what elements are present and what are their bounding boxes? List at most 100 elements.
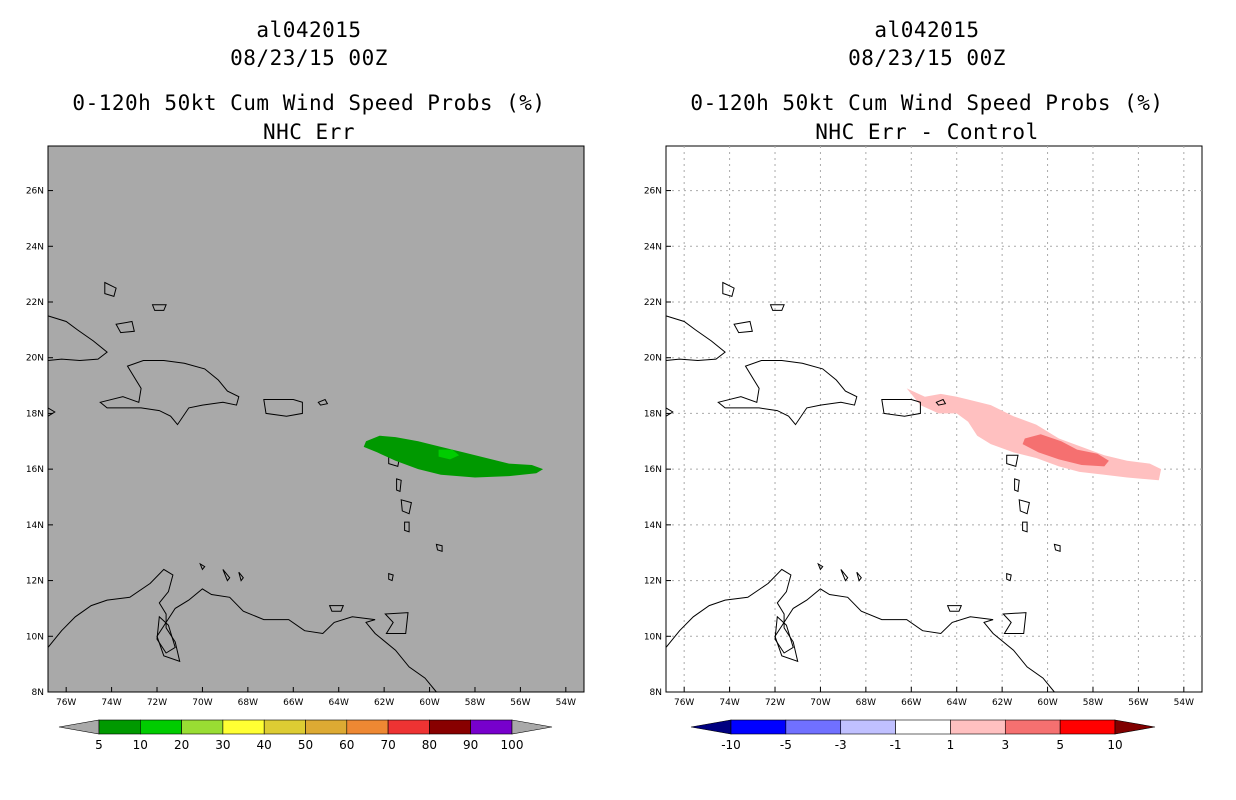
colorbar-swatch — [470, 719, 513, 735]
colorbar-swatch — [840, 719, 896, 735]
colorbar-label: 10 — [133, 738, 148, 752]
lat-label: 24N — [644, 242, 662, 252]
colorbar-label: 70 — [380, 738, 395, 752]
coastline-st-lucia — [1022, 521, 1028, 533]
coastline-margarita — [946, 605, 963, 612]
colorbar-label: 1 — [947, 738, 955, 752]
colorbar-low-end — [58, 719, 100, 735]
colorbar-swatch — [181, 719, 224, 735]
lat-label: 24N — [26, 242, 44, 252]
map-nhc-err-control: 8N 10N 12N 14N 16N 18N 20N 22N 24N 26N 76W 74W 72W 70… — [644, 145, 1203, 708]
coastlines — [665, 281, 1061, 693]
forecast-datetime: 08/23/15 00Z — [230, 46, 388, 70]
lon-label: 72W — [147, 698, 167, 708]
lon-label: 72W — [765, 698, 785, 708]
lat-label: 20N — [26, 354, 44, 364]
lat-label: 22N — [644, 298, 662, 308]
coastline-jamaica-edge — [665, 407, 674, 417]
colorbar-label: 90 — [463, 738, 478, 752]
colorbar-probs: 5 10 20 30 40 50 60 70 80 90 100 — [58, 719, 553, 752]
lon-label: 56W — [510, 698, 530, 708]
colorbar-swatch — [387, 719, 430, 735]
lat-label: 14N — [644, 521, 662, 531]
coastline-virgin-islands — [317, 398, 329, 406]
coastline-barbados — [1053, 543, 1061, 552]
colorbar-label: 30 — [215, 738, 230, 752]
axis-ticks: 8N 10N 12N 14N 16N 18N 20N 22N 24N 26N 76W 74W 72W 70… — [644, 187, 1194, 708]
lon-label: 70W — [810, 698, 830, 708]
lon-label: 76W — [674, 698, 694, 708]
coastline-barbados — [435, 543, 443, 552]
panel-subtitle: NHC Err - Control — [815, 120, 1039, 144]
difference-fill — [906, 388, 1162, 481]
map-nhc-err: 8N 10N 12N 14N 16N 18N 20N 22N 24N 26N 76W 74W 72W 70… — [26, 145, 585, 708]
colorbar-swatch — [785, 719, 842, 735]
colorbar-label: -3 — [835, 738, 847, 752]
panel-subtitle: NHC Err — [262, 120, 355, 144]
lat-label: 18N — [644, 409, 662, 419]
lat-label: 26N — [644, 187, 662, 197]
lon-label: 60W — [1037, 698, 1057, 708]
lat-label: 16N — [644, 465, 662, 475]
lon-label: 54W — [1174, 698, 1194, 708]
colorbar-label: 50 — [298, 738, 313, 752]
colorbar-label: 80 — [422, 738, 437, 752]
lon-label: 76W — [56, 698, 76, 708]
coastline-bahamas-inagua — [733, 320, 753, 334]
colorbar-swatch — [263, 719, 306, 735]
fill-contour-d3 — [1022, 434, 1109, 467]
colorbar-swatch — [98, 719, 141, 735]
lat-label: 20N — [644, 354, 662, 364]
map-background — [665, 145, 1203, 693]
lat-label: 16N — [26, 465, 44, 475]
lon-label: 74W — [719, 698, 739, 708]
coastline-curacao — [840, 569, 849, 582]
lon-label: 74W — [101, 698, 121, 708]
colorbar-label: 40 — [257, 738, 272, 752]
coastline-bonaire — [238, 571, 244, 582]
colorbar-swatch — [305, 719, 348, 735]
colorbar-label: 10 — [1107, 738, 1122, 752]
lat-label: 8N — [650, 688, 662, 698]
lat-label: 8N — [32, 688, 44, 698]
fill-contour-p10 — [438, 449, 460, 460]
gridlines — [666, 146, 1202, 692]
lon-label: 54W — [556, 698, 576, 708]
colorbar-swatch — [950, 719, 1006, 735]
colorbar-label: 5 — [1056, 738, 1064, 752]
coastline-hispaniola — [99, 360, 240, 426]
coastline-aruba — [199, 562, 206, 571]
lon-label: 68W — [238, 698, 258, 708]
colorbar-swatch — [730, 719, 787, 735]
storm-id: al042015 — [256, 18, 362, 42]
coastline-turks-caicos — [769, 304, 785, 311]
lat-label: 10N — [26, 632, 44, 642]
product-title: 0-120h 50kt Cum Wind Speed Probs (%) — [72, 91, 546, 115]
colorbar-label: 100 — [501, 738, 524, 752]
coastline-trinidad — [384, 612, 409, 634]
coastline-aruba — [817, 562, 824, 571]
colorbar-swatch — [1004, 719, 1061, 735]
coastline-guadeloupe — [1006, 454, 1019, 468]
coastline-bahamas-inagua — [115, 320, 135, 334]
coastline-dominica — [1014, 478, 1020, 493]
lon-label: 66W — [901, 698, 921, 708]
coastline-martinique — [400, 499, 412, 515]
lon-label: 70W — [192, 698, 212, 708]
coastline-venezuela-coast — [47, 568, 437, 693]
map-background — [47, 145, 585, 693]
lon-label: 62W — [374, 698, 394, 708]
colorbar-low-end — [690, 719, 732, 735]
storm-id: al042015 — [874, 18, 980, 42]
colorbar-label: 3 — [1001, 738, 1009, 752]
lon-label: 62W — [992, 698, 1012, 708]
lat-label: 22N — [26, 298, 44, 308]
colorbar-high-end — [511, 719, 553, 735]
forecast-datetime: 08/23/15 00Z — [848, 46, 1006, 70]
colorbar-label: -5 — [780, 738, 792, 752]
coastline-dominica — [396, 478, 402, 493]
coastline-martinique — [1018, 499, 1030, 515]
coastline-virgin-islands — [935, 398, 947, 406]
lon-label: 56W — [1128, 698, 1148, 708]
coastline-trinidad — [1002, 612, 1027, 634]
